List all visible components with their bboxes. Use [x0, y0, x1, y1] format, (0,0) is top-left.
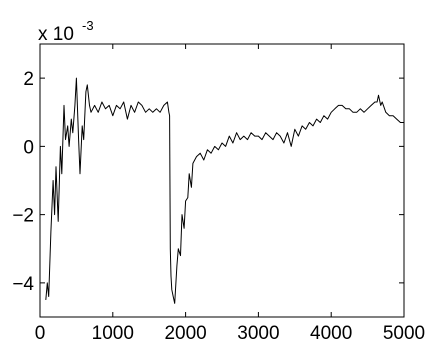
- x-tick-label: 4000: [310, 323, 352, 344]
- y-multiplier-base: x 10: [38, 24, 74, 45]
- series-line: [45, 77, 404, 304]
- y-tick-label: 2: [23, 69, 34, 90]
- y-tick-label: −4: [12, 274, 34, 295]
- x-tick-label: 1000: [92, 323, 134, 344]
- y-multiplier-exponent: -3: [82, 18, 94, 33]
- y-tick-label: −2: [12, 206, 34, 227]
- y-multiplier-label: x 10 -3: [38, 18, 94, 45]
- x-tick-label: 3000: [237, 323, 279, 344]
- plot-area-frame: [39, 43, 405, 318]
- x-tick-label: 5000: [383, 323, 425, 344]
- y-tick-label: 0: [23, 137, 34, 158]
- x-tick-label: 2000: [164, 323, 206, 344]
- axis-ticks: [39, 44, 405, 317]
- series-layer: [45, 77, 404, 304]
- x-tick-label: 0: [35, 323, 46, 344]
- axis-tick-labels: 0 1000 2000 3000 4000 5000 −4 −2 0 2: [12, 69, 425, 344]
